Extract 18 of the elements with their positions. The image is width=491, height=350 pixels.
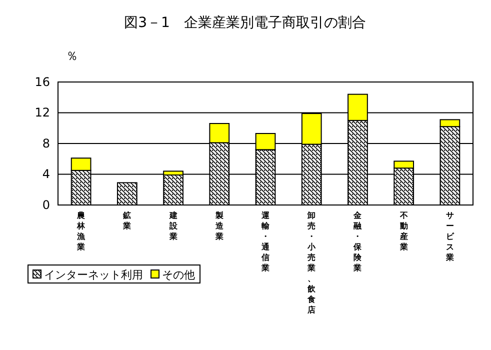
x-tick-label: 金融・保険業 [352, 211, 363, 272]
legend-label: その他 [162, 268, 195, 282]
x-tick-label: 建設業 [168, 211, 178, 241]
x-tick-label: 農林漁業 [76, 211, 86, 252]
x-tick-label: 運輸・通信業 [260, 211, 270, 272]
y-tick-label: 16 [34, 74, 50, 89]
chart-title: 図3－1 企業産業別電子商取引の割合 [124, 15, 366, 31]
x-tick-label: 不動産業 [398, 211, 408, 252]
y-tick-label: 12 [34, 106, 50, 120]
y-tick-label: 4 [42, 167, 50, 182]
y-tick-label: 8 [42, 136, 50, 150]
y-tick-label: 0 [42, 198, 50, 212]
x-tick-label: サービス業 [444, 211, 455, 262]
x-tick-label: 鉱業 [122, 211, 132, 230]
y-axis-title: ％ [66, 49, 78, 63]
legend-label: インターネット利用 [44, 268, 143, 282]
x-tick-label: 製造業 [214, 211, 224, 241]
category-label: 卸売・小売業、飲食店 [308, 211, 316, 314]
